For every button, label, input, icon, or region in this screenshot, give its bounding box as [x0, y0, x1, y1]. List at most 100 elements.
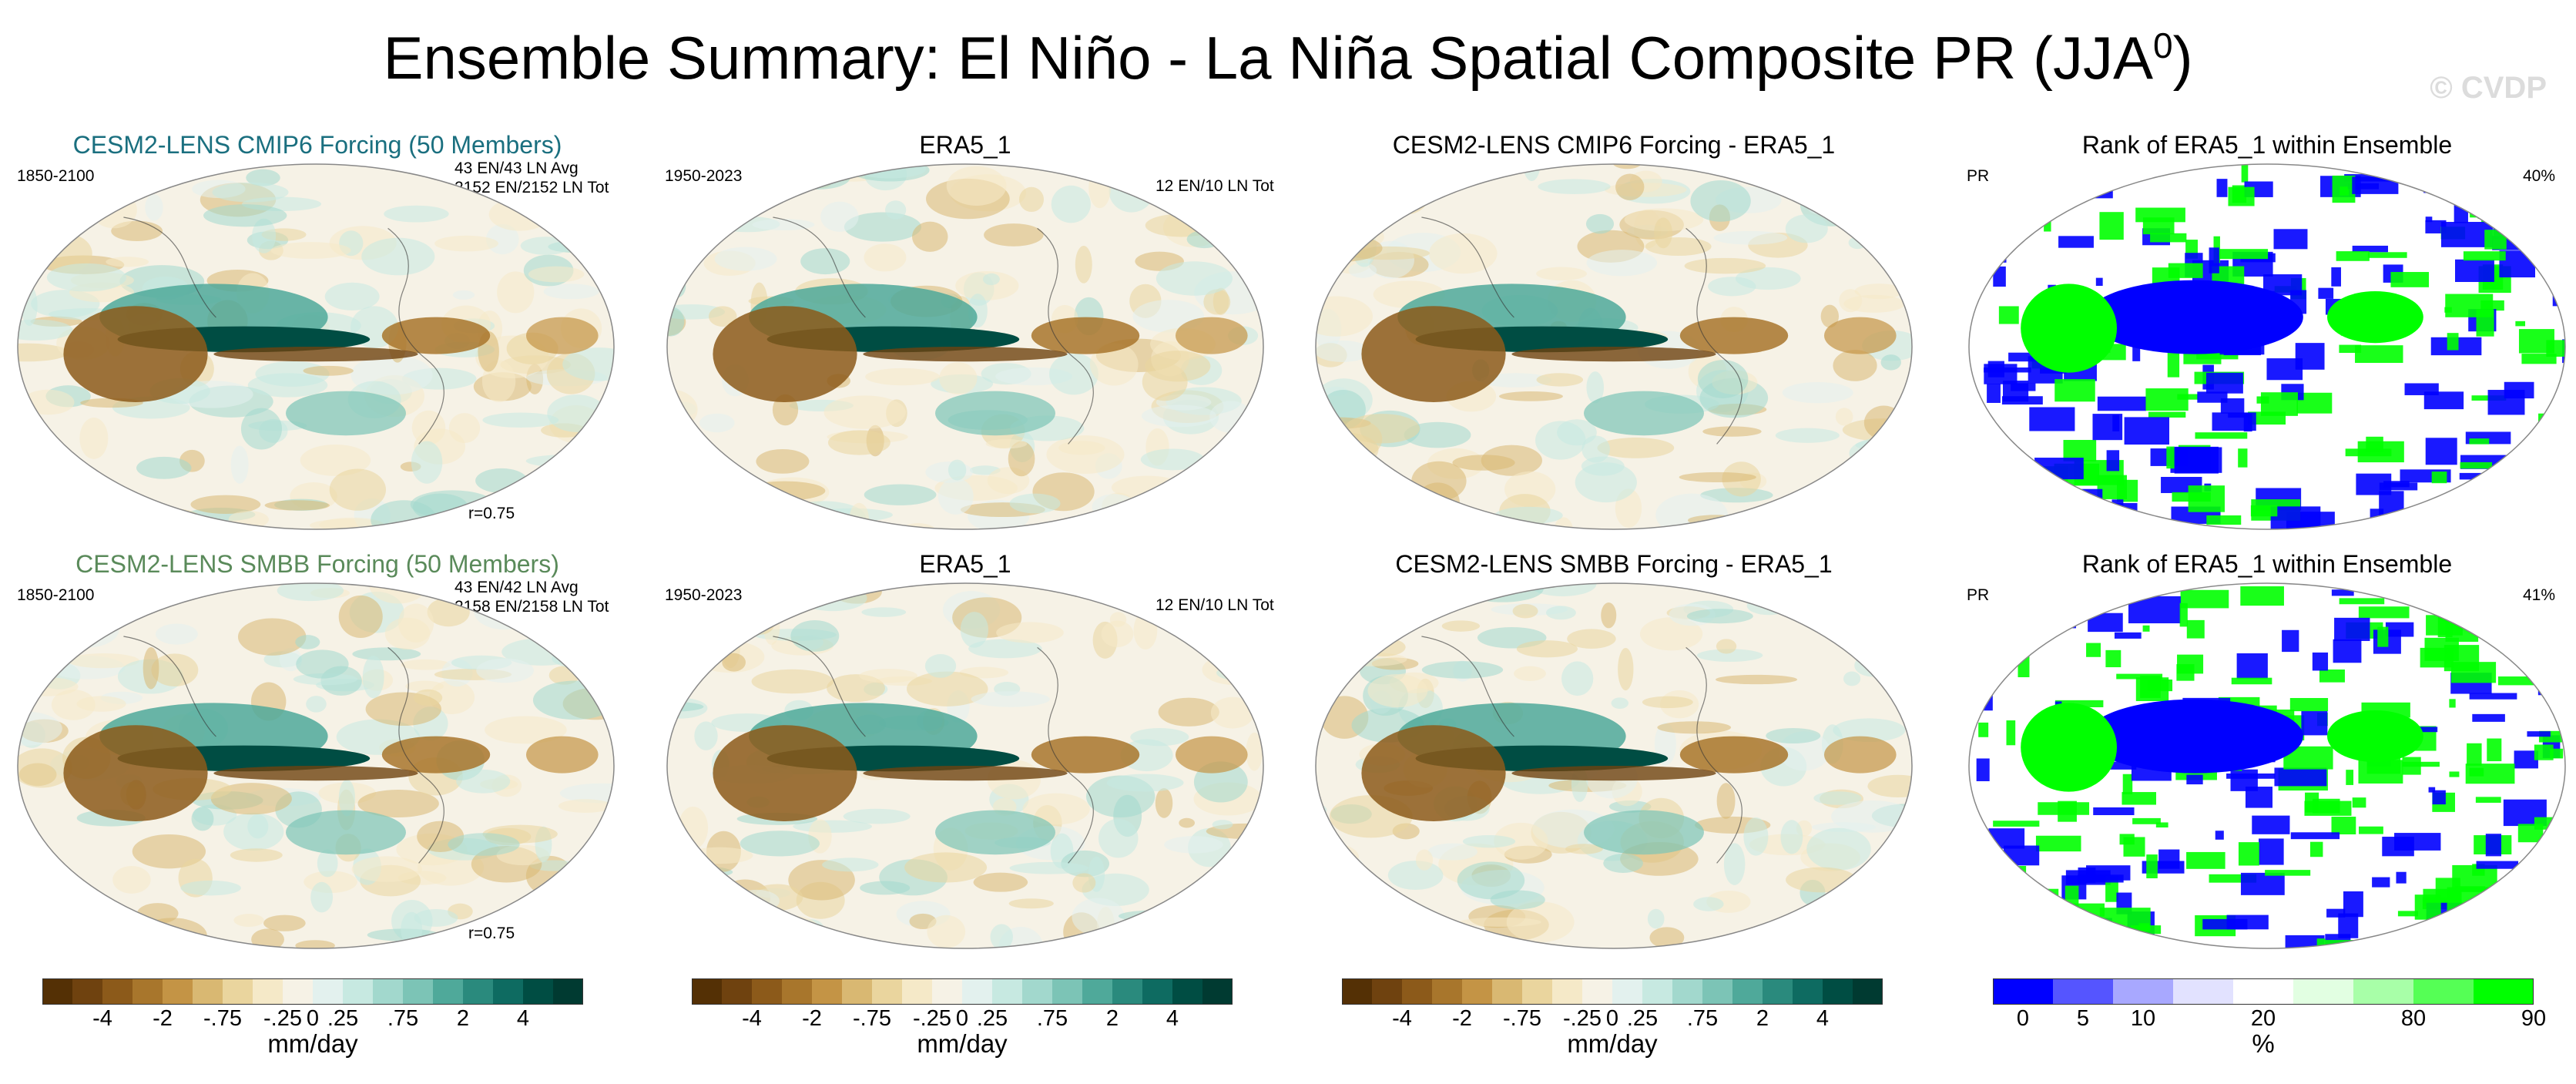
colorbar-tick: 4 [1816, 1006, 1830, 1031]
colorbar-swatch [2233, 978, 2294, 1005]
colorbar-swatch [253, 978, 283, 1005]
panel-rank-percent: 41% [2523, 586, 2556, 604]
colorbar-swatch [1112, 978, 1143, 1005]
colorbar-swatch [1823, 978, 1853, 1005]
colorbar-label: % [2252, 1029, 2275, 1058]
panel-count-avg: 43 EN/43 LN Avg [454, 159, 579, 177]
colorbar-swatch [1432, 978, 1463, 1005]
colorbar-swatch [902, 978, 933, 1005]
colorbar-swatch [1022, 978, 1053, 1005]
panel-title: Rank of ERA5_1 within Ensemble [2081, 131, 2453, 159]
colorbar-tick: -.25 [913, 1006, 951, 1031]
cvdp-watermark: © CVDP [2430, 71, 2547, 105]
colorbar-tick: -4 [1392, 1006, 1412, 1031]
colorbar-swatch [1793, 978, 1823, 1005]
colorbar-tick: -.75 [853, 1006, 891, 1031]
colorbar-tick: -2 [153, 1006, 173, 1031]
colorbar-rank [1993, 978, 2534, 1005]
colorbar-tick: 20 [2250, 1006, 2276, 1031]
colorbar-tick: -4 [742, 1006, 762, 1031]
colorbar-swatch [692, 978, 723, 1005]
colorbar-swatch [523, 978, 554, 1005]
colorbar-swatch [163, 978, 193, 1005]
pattern-correlation: r=0.75 [468, 505, 515, 522]
colorbar-precip [692, 978, 1233, 1005]
colorbar-swatch [373, 978, 404, 1005]
colorbar-tick: .25 [976, 1006, 1008, 1031]
colorbar-swatch [1552, 978, 1583, 1005]
colorbar-swatch [1993, 978, 2054, 1005]
colorbar-swatch [1052, 978, 1083, 1005]
main-title: Ensemble Summary: El Niño - La Niña Spat… [383, 24, 2193, 92]
colorbar-swatch [1462, 978, 1493, 1005]
panel-count-tot: 12 EN/10 LN Tot [1156, 596, 1274, 614]
colorbar-tick: .25 [327, 1006, 359, 1031]
map-rank-smbb [1968, 582, 2566, 949]
colorbar-tick: 90 [2521, 1006, 2547, 1031]
colorbar-swatch [2353, 978, 2414, 1005]
map-rank-cmip6 [1968, 163, 2566, 530]
colorbar-swatch [553, 978, 583, 1005]
colorbar-swatch [1612, 978, 1643, 1005]
colorbar-swatch [1202, 978, 1233, 1005]
panel-period: 1950-2023 [665, 167, 743, 185]
colorbar-tick: -.75 [203, 1006, 242, 1031]
colorbar-swatch [1372, 978, 1403, 1005]
colorbar-swatch [1642, 978, 1673, 1005]
colorbar-tick: 10 [2130, 1006, 2156, 1031]
map-cmip6-minus-era5 [1315, 163, 1913, 530]
colorbar-tick: .75 [1686, 1006, 1719, 1031]
colorbar-tick: -.25 [263, 1006, 302, 1031]
map-cesm2-cmip6 [17, 163, 615, 530]
colorbar-swatch [1492, 978, 1523, 1005]
panel-title: CESM2-LENS CMIP6 Forcing (50 Members) [72, 131, 562, 159]
colorbar-tick: 0 [1605, 1006, 1619, 1031]
panel-title: CESM2-LENS SMBB Forcing - ERA5_1 [1395, 550, 1833, 578]
colorbar-tick: 80 [2400, 1006, 2427, 1031]
colorbar-tick: 0 [306, 1006, 320, 1031]
colorbar-tick: -.25 [1563, 1006, 1602, 1031]
colorbar-tick: 2 [1105, 1006, 1119, 1031]
colorbar-precip [1342, 978, 1883, 1005]
map-cesm2-smbb [17, 582, 615, 949]
panel-count-tot: 2158 EN/2158 LN Tot [454, 598, 609, 616]
colorbar-swatch [2474, 978, 2534, 1005]
colorbar-swatch [433, 978, 464, 1005]
colorbar-swatch [1582, 978, 1613, 1005]
colorbar-swatch [1402, 978, 1433, 1005]
colorbar-swatch [812, 978, 843, 1005]
colorbar-swatch [223, 978, 253, 1005]
panel-count-tot: 12 EN/10 LN Tot [1156, 177, 1274, 195]
colorbar-swatch [932, 978, 963, 1005]
panel-period: 1950-2023 [665, 586, 743, 604]
colorbar-swatch [2413, 978, 2474, 1005]
panel-variable: PR [1967, 167, 1990, 185]
panel-title: ERA5_1 [919, 131, 1011, 159]
colorbar-swatch [283, 978, 314, 1005]
colorbar-tick: -2 [802, 1006, 822, 1031]
colorbar-swatch [1082, 978, 1113, 1005]
colorbar-ticks: 051020809095100 [1993, 1006, 2546, 1037]
colorbar-swatch [1342, 978, 1373, 1005]
colorbar-swatch [2113, 978, 2174, 1005]
colorbar-swatch [72, 978, 103, 1005]
panel-period: 1850-2100 [17, 586, 95, 604]
panel-rank-percent: 40% [2523, 167, 2556, 185]
colorbar-label: mm/day [917, 1029, 1008, 1058]
colorbar-swatch [2173, 978, 2234, 1005]
colorbar-swatch [1702, 978, 1733, 1005]
colorbar-label: mm/day [267, 1029, 358, 1058]
panel-variable: PR [1967, 586, 1990, 604]
colorbar-swatch [132, 978, 163, 1005]
colorbar-swatch [842, 978, 873, 1005]
colorbar-tick: 0 [2016, 1006, 2030, 1031]
colorbar-tick: 4 [516, 1006, 530, 1031]
colorbar-tick: .75 [387, 1006, 419, 1031]
colorbar-swatch [2293, 978, 2354, 1005]
colorbar-swatch [403, 978, 434, 1005]
colorbar-ticks: -4 -2 -.75 -.25 0 .25 .75 2 4 [692, 1006, 1233, 1037]
panel-title: CESM2-LENS CMIP6 Forcing - ERA5_1 [1392, 131, 1836, 159]
colorbar-tick: -.75 [1503, 1006, 1541, 1031]
map-era5 [666, 582, 1264, 949]
colorbar-label: mm/day [1567, 1029, 1658, 1058]
